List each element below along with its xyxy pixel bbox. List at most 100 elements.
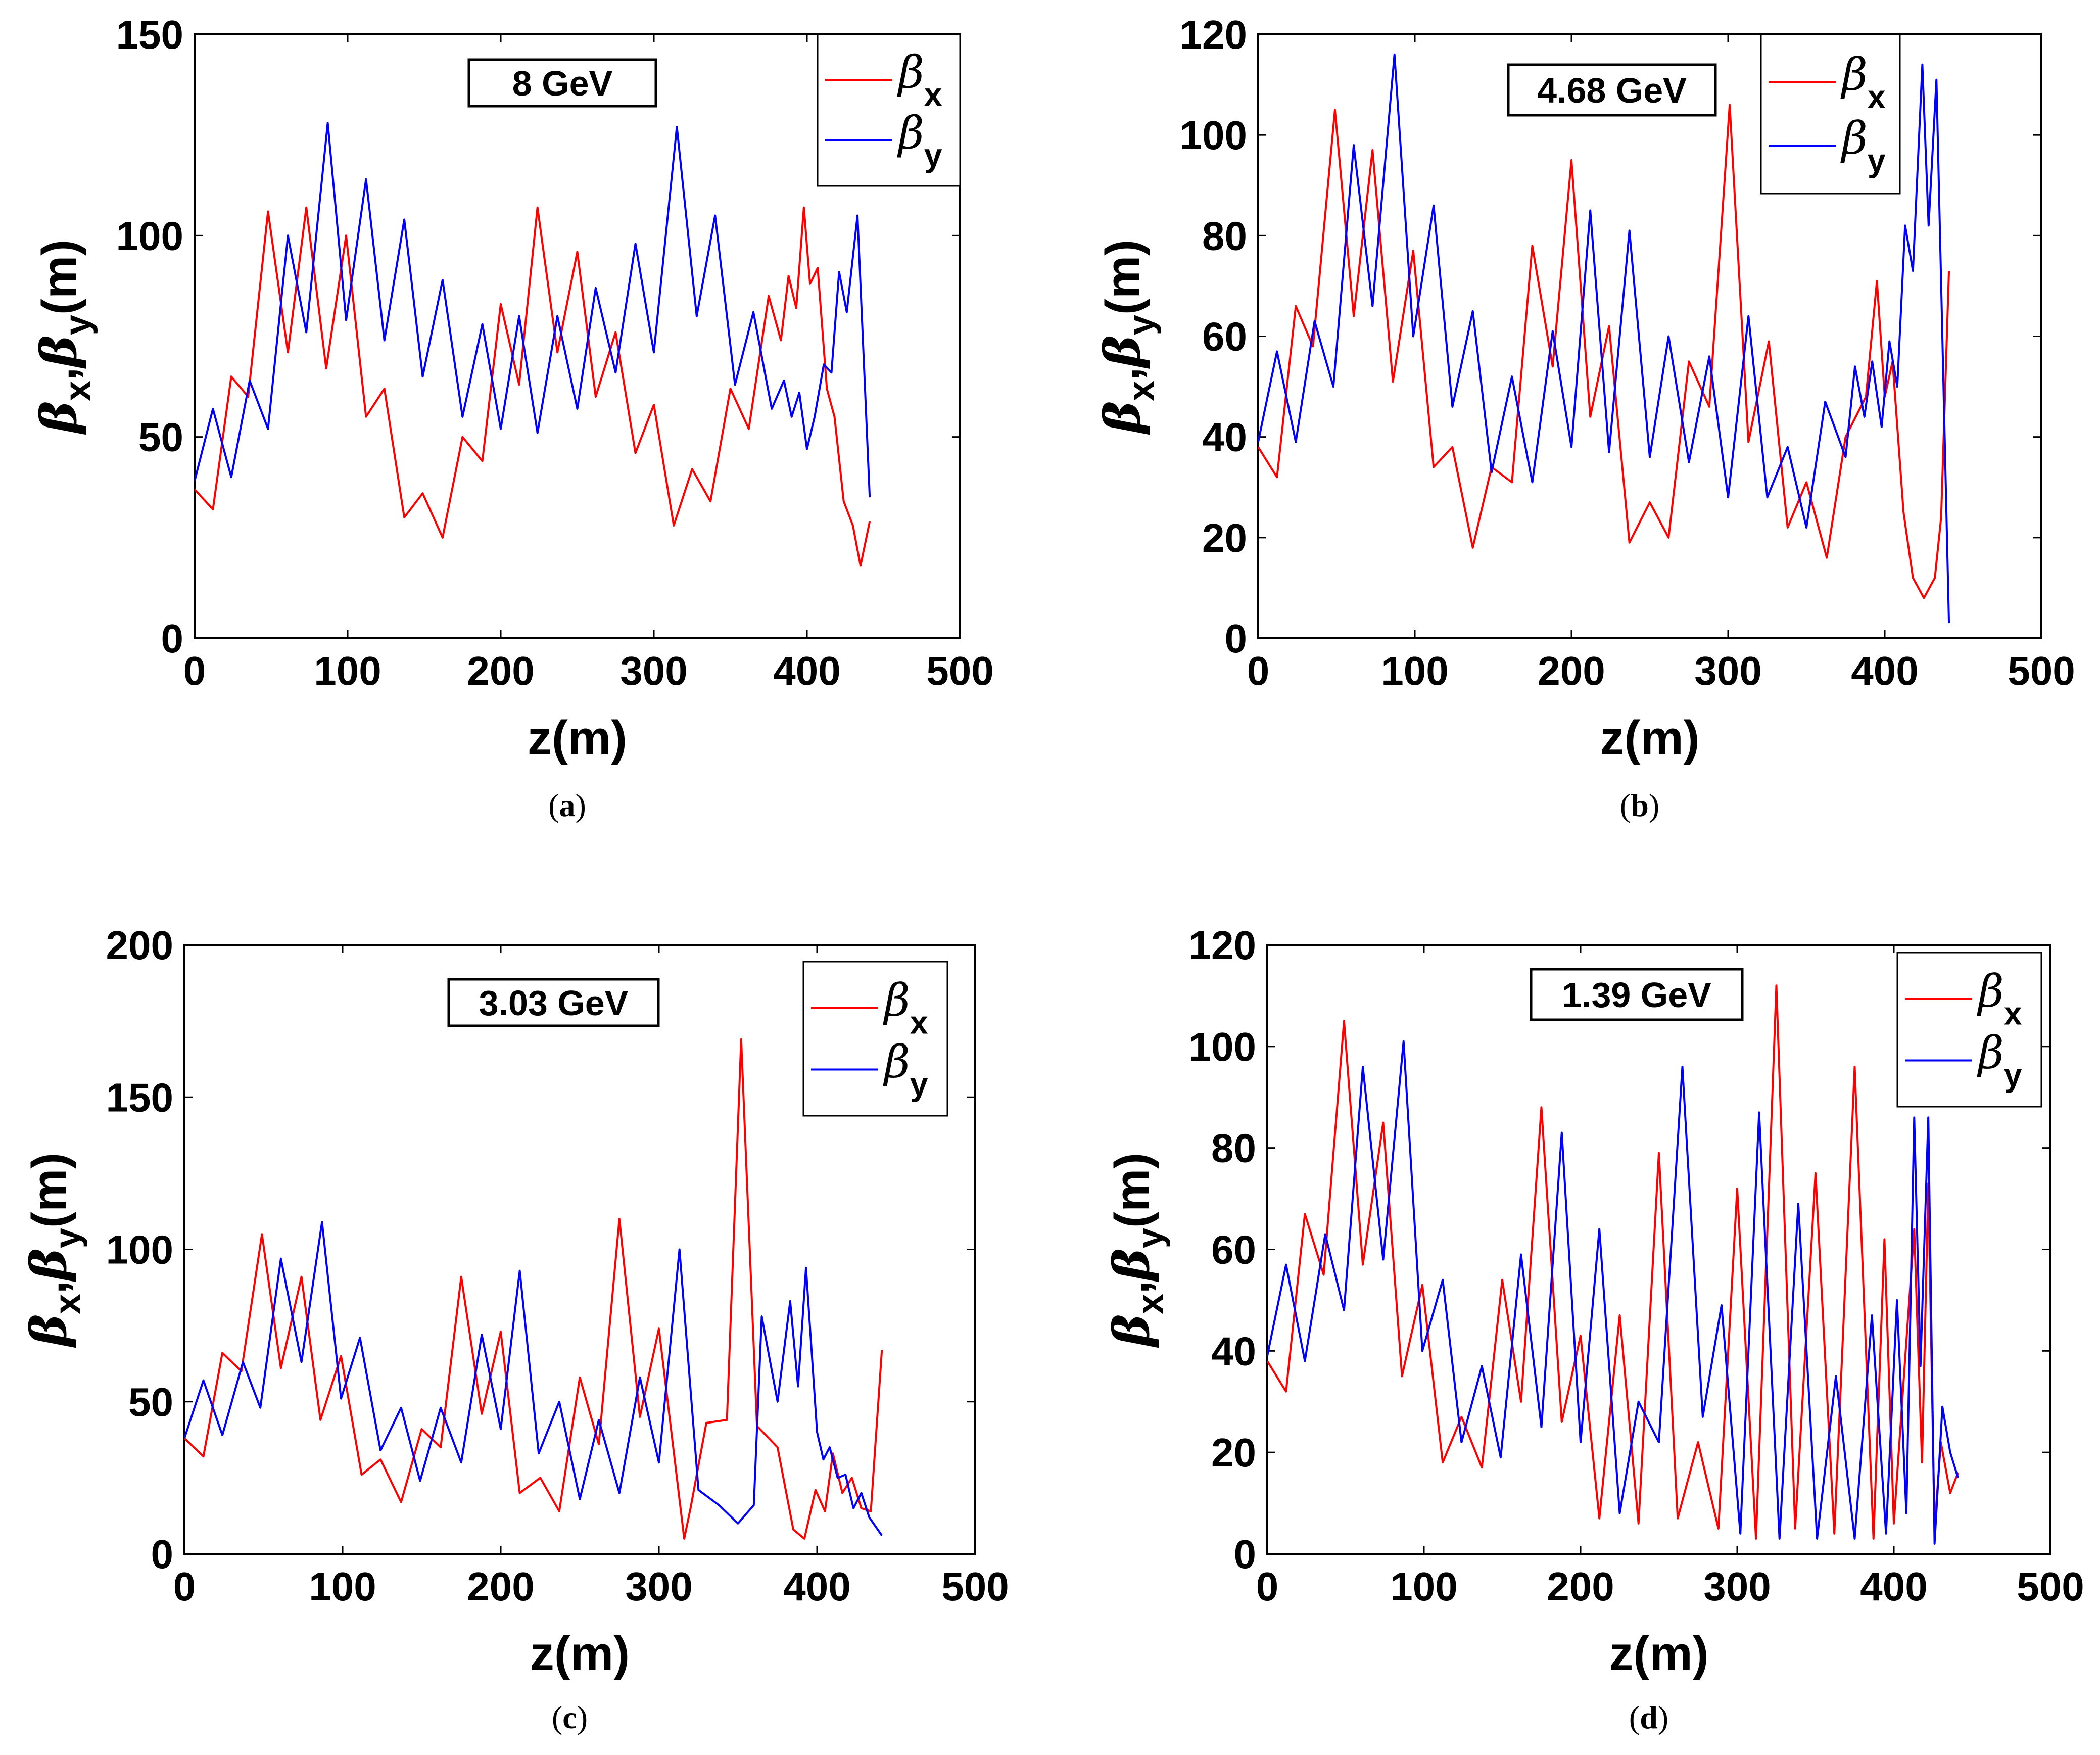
y-tick-label: 100 xyxy=(1180,113,1247,158)
y-tick-label: 40 xyxy=(1202,415,1247,460)
x-tick-label: 300 xyxy=(1703,1564,1771,1609)
y-label-unit: (m) xyxy=(22,1153,76,1228)
y-tick-label: 0 xyxy=(151,1532,174,1577)
y-tick-label: 80 xyxy=(1202,213,1247,258)
y-label-beta-2: β xyxy=(1103,1248,1160,1282)
panel-caption: (c) xyxy=(552,1699,588,1735)
y-label-sep: , xyxy=(1105,1280,1159,1294)
legend-beta: β xyxy=(883,1036,910,1088)
y-axis-label: βx,βy(m) xyxy=(30,240,98,435)
x-tick-label: 200 xyxy=(467,648,534,693)
y-tick-label: 80 xyxy=(1211,1126,1256,1171)
legend-box xyxy=(1896,952,2042,1108)
x-tick-label: 100 xyxy=(314,648,381,693)
y-tick-label: 100 xyxy=(116,213,183,258)
x-tick-label: 0 xyxy=(173,1564,196,1609)
legend-label-x: βx xyxy=(883,974,928,1041)
legend-beta: β xyxy=(1977,965,2004,1017)
series-line-x xyxy=(195,206,871,567)
y-tick-label: 120 xyxy=(1180,12,1247,57)
series-line-y xyxy=(195,122,871,498)
y-label-beta-1: β xyxy=(20,1314,77,1348)
caption-close: ) xyxy=(1649,787,1659,823)
legend-label-x: βx xyxy=(897,46,942,113)
energy-label: 3.03 GeV xyxy=(479,983,629,1023)
y-tick-label: 0 xyxy=(1225,616,1248,661)
x-tick-label: 500 xyxy=(941,1564,1009,1609)
panel-d: 0 100 200 300 400 500020406080100120z(m)βx,βy… xyxy=(1103,923,2084,1735)
y-tick-label: 20 xyxy=(1202,515,1247,560)
legend-label-y: βy xyxy=(1840,112,1886,179)
x-tick-label: 300 xyxy=(1694,648,1761,693)
x-tick-label: 100 xyxy=(1381,648,1448,693)
y-label-unit: (m) xyxy=(1105,1153,1159,1228)
legend-beta: β xyxy=(1840,112,1868,164)
legend-sub: x xyxy=(2004,995,2022,1032)
y-tick-label: 0 xyxy=(161,616,184,661)
y-label-sub-y: y xyxy=(1121,315,1162,335)
panel-caption: (b) xyxy=(1620,787,1659,823)
y-axis-label: βx,βy(m) xyxy=(1103,1153,1171,1348)
legend-beta: β xyxy=(897,107,924,159)
legend-sub: y xyxy=(924,137,942,173)
legend-box xyxy=(802,961,948,1117)
energy-label-box xyxy=(447,978,660,1027)
caption-open: ( xyxy=(1629,1699,1640,1735)
legend-beta: β xyxy=(883,974,910,1026)
caption-close: ) xyxy=(577,1699,588,1735)
legend-sub: y xyxy=(1868,143,1886,179)
x-axis-label: z(m) xyxy=(1600,711,1699,765)
y-label-sub-y: y xyxy=(47,1228,88,1248)
x-tick-label: 100 xyxy=(1390,1564,1457,1609)
y-tick-label: 200 xyxy=(106,923,173,968)
y-label-sub-x: x xyxy=(47,1294,88,1314)
panel-b: 0 100 200 300 400 500020406080100120z(m)βx,βy… xyxy=(1094,12,2075,823)
x-tick-label: 400 xyxy=(783,1564,850,1609)
caption-open: ( xyxy=(552,1699,562,1735)
y-label-beta-2: β xyxy=(30,335,87,369)
y-label-beta-1: β xyxy=(30,401,87,435)
energy-label: 8 GeV xyxy=(512,64,613,103)
y-label-sep: , xyxy=(22,1280,76,1294)
y-tick-label: 40 xyxy=(1211,1329,1256,1373)
energy-label-box xyxy=(1530,968,1744,1021)
x-axis-label: z(m) xyxy=(530,1627,630,1681)
legend-sub: x xyxy=(924,76,942,113)
y-tick-label: 100 xyxy=(1189,1024,1256,1069)
y-tick-label: 150 xyxy=(116,12,183,57)
series-line-x xyxy=(1258,104,1950,599)
y-label-sep: , xyxy=(1096,367,1150,381)
series-line-x xyxy=(1267,984,1959,1540)
x-tick-label: 300 xyxy=(625,1564,692,1609)
y-label-beta-1: β xyxy=(1103,1314,1160,1348)
y-tick-label: 50 xyxy=(128,1380,173,1425)
y-tick-label: 60 xyxy=(1202,314,1247,359)
x-tick-label: 400 xyxy=(773,648,840,693)
x-tick-label: 0 xyxy=(183,648,206,693)
x-tick-label: 200 xyxy=(1538,648,1605,693)
y-label-beta-2: β xyxy=(1094,335,1151,369)
legend-label-y: βy xyxy=(1977,1027,2022,1094)
panel-caption: (a) xyxy=(548,787,586,823)
y-label-sub-x: x xyxy=(1121,381,1162,401)
x-tick-label: 0 xyxy=(1256,1564,1279,1609)
x-tick-label: 400 xyxy=(1851,648,1918,693)
y-label-sub-x: x xyxy=(58,381,98,401)
energy-label: 4.68 GeV xyxy=(1537,71,1687,110)
series-line-y xyxy=(1267,1040,1960,1545)
panel-c: 0 100 200 300 400 500050100150200z(m)βx,βy(m)… xyxy=(20,923,1009,1735)
caption-letter: b xyxy=(1631,787,1649,823)
caption-open: ( xyxy=(548,787,559,823)
x-tick-label: 200 xyxy=(1547,1564,1614,1609)
x-tick-label: 300 xyxy=(620,648,687,693)
caption-letter: a xyxy=(559,787,576,823)
y-label-sub-x: x xyxy=(1130,1294,1171,1314)
energy-label: 1.39 GeV xyxy=(1562,975,1711,1015)
series-line-y xyxy=(1258,53,1950,624)
caption-close: ) xyxy=(576,787,586,823)
y-tick-label: 60 xyxy=(1211,1227,1256,1272)
x-tick-label: 400 xyxy=(1860,1564,1927,1609)
legend-sub: y xyxy=(2004,1057,2022,1094)
y-tick-label: 50 xyxy=(138,415,183,460)
legend-sub: x xyxy=(1868,79,1886,115)
